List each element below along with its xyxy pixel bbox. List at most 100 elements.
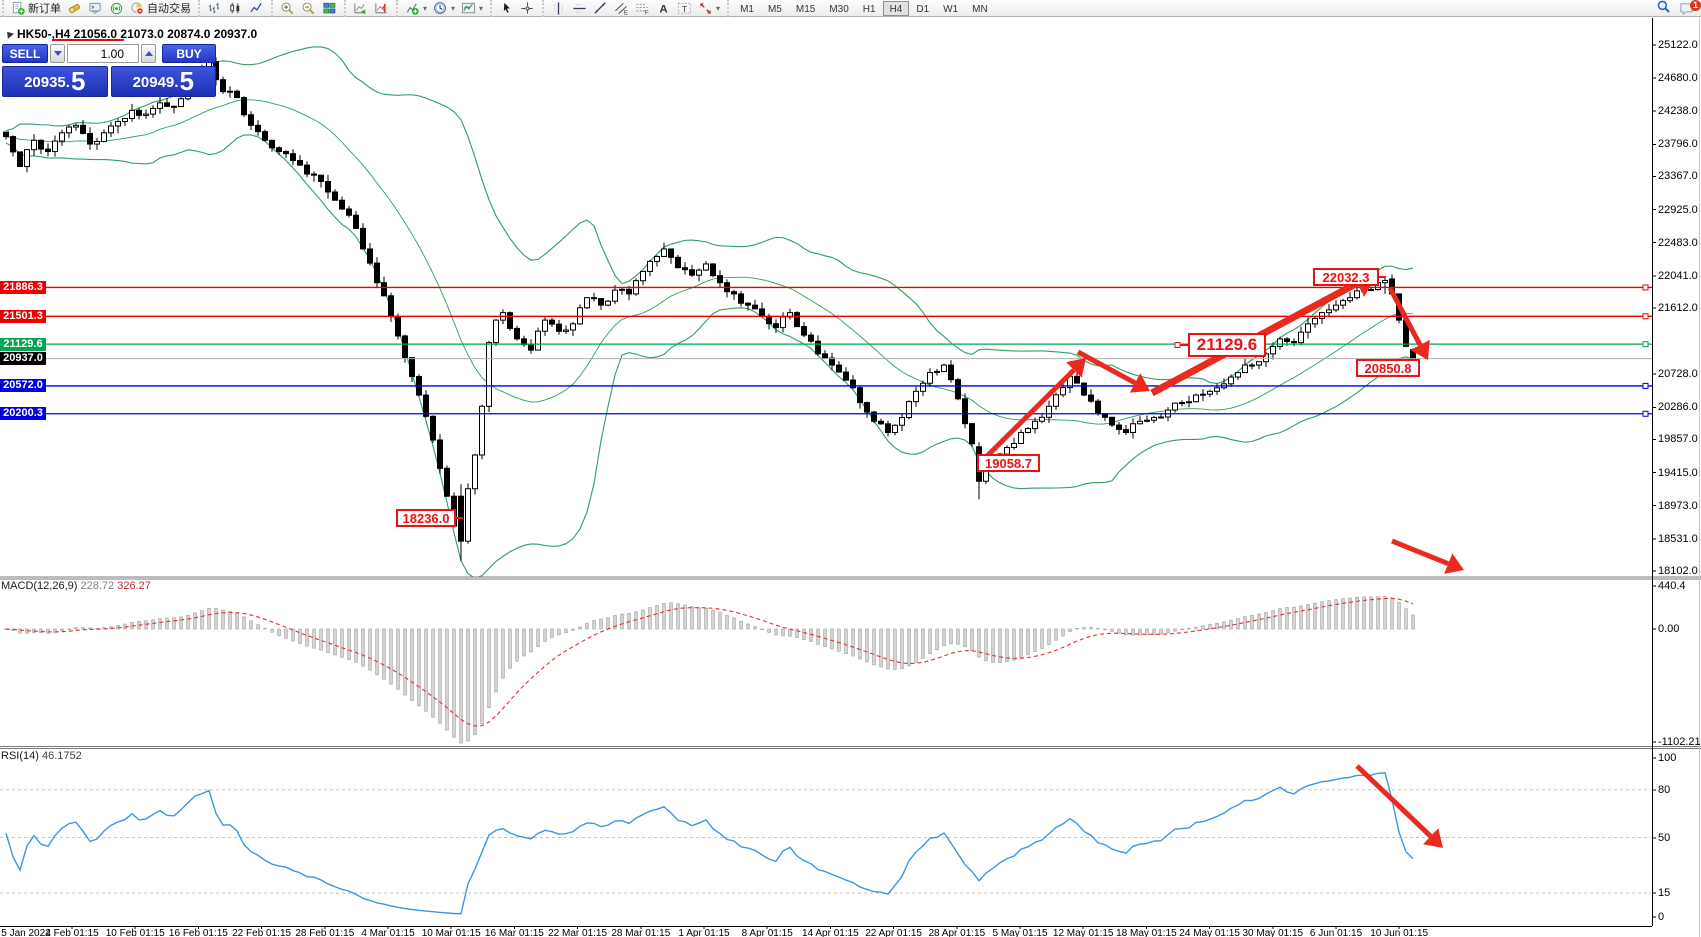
trend-arrow-down[interactable] xyxy=(1391,538,1450,566)
line-chart-button[interactable] xyxy=(246,0,267,16)
rsi-axis-label: 50 xyxy=(1658,832,1671,844)
indicators-icon xyxy=(405,1,420,16)
ask-price-pips: 5 xyxy=(179,66,194,96)
signals-icon xyxy=(109,1,124,16)
signals-button[interactable] xyxy=(106,0,127,16)
rsi-pane xyxy=(0,772,1652,915)
trend-arrow-down[interactable] xyxy=(1387,286,1423,347)
line-handle[interactable] xyxy=(1642,313,1649,320)
price-annotation-22032.3[interactable]: 22032.3 xyxy=(1313,268,1379,286)
sell-button[interactable]: SELL xyxy=(2,44,48,63)
zoom-out-button[interactable] xyxy=(298,0,319,16)
volume-input[interactable]: 1.00 xyxy=(67,44,139,63)
search-icon[interactable] xyxy=(1656,0,1671,19)
timeframe-m30-button[interactable]: M30 xyxy=(829,3,849,15)
line-handle[interactable] xyxy=(1642,341,1649,348)
timeframe-m1-button[interactable]: M1 xyxy=(740,3,754,15)
arrow-objects-button[interactable] xyxy=(695,0,723,16)
new-order-button[interactable]: 新订单 xyxy=(8,0,64,16)
text-button[interactable]: A xyxy=(653,0,674,16)
timeframe-w1-button[interactable]: W1 xyxy=(943,3,959,15)
volume-decrease-button[interactable] xyxy=(50,44,65,63)
date-axis-label: 28 Mar 01:15 xyxy=(611,928,671,937)
date-axis-label: 22 Apr 01:15 xyxy=(865,928,922,937)
symbol-collapse-icon[interactable] xyxy=(4,29,14,39)
toolbar-group-navigate xyxy=(344,0,396,17)
line-handle[interactable] xyxy=(1642,284,1649,291)
price-annotation-19058.7[interactable]: 19058.7 xyxy=(977,454,1040,472)
periods-button[interactable] xyxy=(430,0,458,16)
price-level-lines[interactable] xyxy=(0,284,1652,417)
price-tick-label: 23367.0 xyxy=(1658,170,1698,183)
price-annotation-18236.0[interactable]: 18236.0 xyxy=(396,509,456,527)
tile-windows-button[interactable] xyxy=(319,0,340,16)
trend-arrow-down[interactable] xyxy=(1355,764,1433,839)
triangle-down-icon xyxy=(53,51,62,56)
candlestick-chart-button[interactable] xyxy=(225,0,246,16)
vertical-line-button[interactable] xyxy=(548,0,569,16)
sell-price-display[interactable]: 20935. 5 xyxy=(2,66,108,97)
candles-layer xyxy=(3,57,1416,561)
toolbar-group-timeframes: M1 M5 M15 M30 H1 H4 D1 W1 MN xyxy=(727,0,999,17)
templates-button[interactable] xyxy=(458,0,486,16)
trend-arrow-head xyxy=(1410,339,1430,360)
timeframe-d1-button[interactable]: D1 xyxy=(916,3,930,15)
navigator-button[interactable] xyxy=(64,0,85,16)
trend-arrow-up[interactable] xyxy=(978,368,1076,465)
cursor-button[interactable] xyxy=(496,0,517,16)
svg-text:T: T xyxy=(682,3,687,13)
toolbar-group-trade: 新订单 自动交易 xyxy=(2,0,198,17)
price-annotation-21129.6[interactable]: 21129.6 xyxy=(1188,333,1266,357)
notification-badge: 1 xyxy=(1690,0,1701,11)
rsi-indicator-label: RSI(14) 46.1752 xyxy=(1,750,82,762)
notifications-button[interactable]: 1 xyxy=(1679,0,1701,16)
text-label-icon: T xyxy=(677,1,692,16)
line-handle[interactable] xyxy=(1642,382,1649,389)
buy-button[interactable]: BUY xyxy=(162,44,216,63)
zoom-in-button[interactable] xyxy=(277,0,298,16)
autotrading-button[interactable]: 自动交易 xyxy=(127,0,194,16)
price-line-label: 20572.0 xyxy=(0,379,46,393)
auto-scroll-button[interactable] xyxy=(350,0,371,16)
price-tick-label: 20728.0 xyxy=(1658,368,1698,381)
bid-price: 20935. xyxy=(24,74,70,91)
price-tick-label: 24680.0 xyxy=(1658,72,1698,85)
indicators-button[interactable] xyxy=(402,0,430,16)
date-axis-label: 18 May 01:15 xyxy=(1116,928,1177,937)
price-tick-label: 18531.0 xyxy=(1658,532,1698,545)
bar-chart-button[interactable] xyxy=(204,0,225,16)
triangle-up-icon xyxy=(144,51,153,56)
macd-indicator-label: MACD(12,26,9) 228.72 326.27 xyxy=(1,580,151,592)
text-label-button[interactable]: T xyxy=(674,0,695,16)
timeframe-m5-button[interactable]: M5 xyxy=(767,3,782,15)
terminal-button[interactable] xyxy=(85,0,106,16)
one-click-trading-panel: SELL 1.00 BUY 20935. 5 20949. 5 xyxy=(2,44,216,97)
cursor-icon xyxy=(499,1,514,16)
price-tick-label: 18102.0 xyxy=(1658,564,1698,577)
trend-line-button[interactable] xyxy=(590,0,611,16)
equidistant-channel-button[interactable]: E xyxy=(611,0,632,16)
timeframe-m15-button[interactable]: M15 xyxy=(795,3,816,15)
fibonacci-retracement-button[interactable]: F xyxy=(632,0,653,16)
rsi-axis-label: 0 xyxy=(1658,911,1665,923)
timeframe-h4-button[interactable]: H4 xyxy=(882,0,910,16)
price-annotation-20850.8[interactable]: 20850.8 xyxy=(1356,359,1420,377)
crosshair-button[interactable] xyxy=(517,0,538,16)
buy-price-display[interactable]: 20949. 5 xyxy=(110,66,216,97)
price-line-label: 21129.6 xyxy=(0,337,46,351)
timeframe-mn-button[interactable]: MN xyxy=(972,3,988,15)
bid-price-pips: 5 xyxy=(70,66,86,96)
chart-shift-button[interactable] xyxy=(371,0,392,16)
trend-arrow-down[interactable] xyxy=(1076,349,1137,386)
horizontal-line-button[interactable] xyxy=(569,0,590,16)
volume-increase-button[interactable] xyxy=(141,44,156,63)
date-axis-label: 30 May 01:15 xyxy=(1242,928,1304,937)
line-handle[interactable] xyxy=(1642,410,1649,417)
date-axis-label: 1 Apr 01:15 xyxy=(678,928,730,937)
timeframe-h1-button[interactable]: H1 xyxy=(862,3,876,15)
trend-arrow-head xyxy=(1423,828,1443,848)
candlestick-chart-icon xyxy=(228,1,243,16)
macd-axis-label: 440.4 xyxy=(1658,580,1686,592)
header-underline-annotation[interactable] xyxy=(52,39,124,41)
